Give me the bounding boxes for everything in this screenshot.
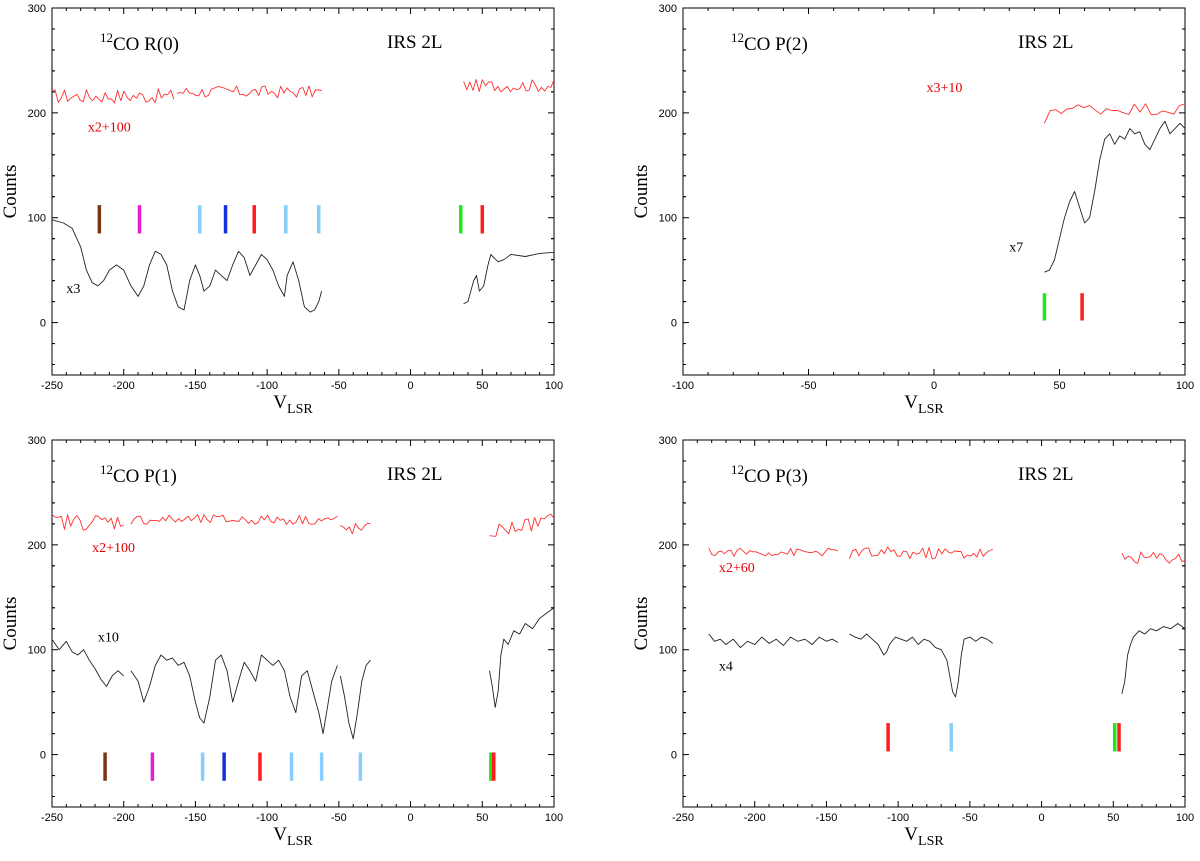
y-axis-label: Counts (0, 597, 21, 651)
y-tick-label: 300 (28, 3, 46, 15)
x-axis-label: VLSR (273, 824, 313, 849)
x-tick-label: -50 (801, 380, 817, 392)
panel-title: 12CO R(0) (100, 30, 179, 55)
x-tick-label: -250 (672, 812, 694, 824)
x-tick-label: 0 (931, 380, 937, 392)
panel-4: -250 -200 -150 -100 -50 0 50 100 0 100 200 300 Count… (631, 435, 1194, 849)
series-line-bottom (849, 633, 994, 698)
y-tick-label: 300 (659, 435, 677, 447)
x-tick-label: 50 (476, 380, 488, 392)
panel-2: -100 -50 0 50 100 0 100 200 300 Counts VLSR 12CO P(… (631, 3, 1194, 417)
series-line-bottom (489, 607, 555, 708)
x-tick-label: -250 (41, 380, 63, 392)
x-tick-label: -100 (672, 380, 694, 392)
series-line-bottom (51, 638, 125, 687)
y-tick-label: 300 (659, 3, 677, 15)
x-tick-label: 50 (1107, 812, 1119, 824)
series-line-bottom (708, 633, 839, 649)
y-tick-label: 0 (40, 750, 46, 762)
plot-frame (51, 439, 555, 808)
series-line-top (848, 546, 993, 560)
series-line-bottom (339, 659, 371, 740)
y-tick-label: 0 (40, 318, 46, 330)
bottom-series-label: x4 (719, 660, 733, 675)
plot-frame (682, 439, 1186, 808)
panel-3: -250 -200 -150 -100 -50 0 50 100 0 100 200 300 Count… (0, 435, 563, 849)
series-line-bottom (463, 251, 555, 305)
y-axis-label: Counts (0, 165, 21, 219)
y-tick-label: 300 (28, 435, 46, 447)
series-line-top (340, 522, 371, 535)
series-line-top (463, 79, 555, 93)
x-tick-label: 0 (408, 380, 414, 392)
y-tick-label: 100 (659, 213, 677, 225)
top-series-label: x2+100 (92, 541, 135, 556)
y-tick-label: 0 (671, 750, 677, 762)
x-tick-label: -150 (815, 812, 837, 824)
y-tick-label: 200 (28, 108, 46, 120)
series-line-bottom (51, 219, 323, 313)
x-tick-label: -100 (256, 380, 278, 392)
source-label: IRS 2L (387, 464, 442, 485)
x-tick-label: -50 (331, 812, 347, 824)
y-tick-label: 200 (659, 108, 677, 120)
panel-title: 12CO P(1) (100, 462, 177, 487)
x-tick-label: 50 (1053, 380, 1065, 392)
series-line-bottom (1044, 120, 1186, 273)
x-tick-label: 0 (1039, 812, 1045, 824)
series-line-top (489, 513, 555, 537)
y-tick-label: 100 (28, 213, 46, 225)
source-label: IRS 2L (387, 32, 442, 53)
x-tick-label: -100 (887, 812, 909, 824)
y-axis-label: Counts (631, 165, 652, 219)
y-axis-label: Counts (631, 597, 652, 651)
x-tick-label: -100 (256, 812, 278, 824)
series-line-top (708, 547, 839, 557)
series-line-top (1043, 103, 1186, 124)
series-line-top (51, 88, 175, 104)
x-tick-label: -50 (331, 380, 347, 392)
series-line-top (51, 514, 124, 531)
series-line-top (1121, 551, 1186, 564)
x-tick-label: -200 (744, 812, 766, 824)
y-tick-label: 100 (659, 645, 677, 657)
series-line-bottom (1121, 623, 1186, 694)
x-tick-label: 100 (545, 812, 563, 824)
top-series-label: x2+60 (719, 561, 755, 576)
x-tick-label: 100 (1176, 812, 1194, 824)
series-line-top (130, 514, 338, 525)
y-tick-label: 200 (659, 540, 677, 552)
series-line-bottom (130, 654, 338, 735)
x-tick-label: -250 (41, 812, 63, 824)
y-tick-label: 200 (28, 540, 46, 552)
x-tick-label: 0 (408, 812, 414, 824)
panel-title: 12CO P(2) (731, 30, 808, 55)
x-axis-label: VLSR (273, 392, 313, 417)
top-series-label: x3+10 (926, 81, 962, 96)
source-label: IRS 2L (1018, 32, 1073, 53)
x-tick-label: -150 (184, 380, 206, 392)
bottom-series-label: x7 (1009, 240, 1023, 255)
y-tick-label: 100 (28, 645, 46, 657)
top-series-label: x2+100 (88, 121, 131, 136)
x-tick-label: -50 (962, 812, 978, 824)
panel-1: -250 -200 -150 -100 -50 0 50 100 0 100 200 300 Count… (0, 3, 563, 417)
bottom-series-label: x3 (66, 282, 80, 297)
x-tick-label: 50 (476, 812, 488, 824)
plot-frame (51, 7, 555, 376)
x-axis-label: VLSR (904, 392, 944, 417)
x-axis-label: VLSR (904, 824, 944, 849)
y-tick-label: 0 (671, 318, 677, 330)
x-tick-label: -150 (184, 812, 206, 824)
x-tick-label: -200 (113, 812, 135, 824)
source-label: IRS 2L (1018, 464, 1073, 485)
x-tick-label: 100 (545, 380, 563, 392)
x-tick-label: 100 (1176, 380, 1194, 392)
panel-title: 12CO P(3) (731, 462, 808, 487)
bottom-series-label: x10 (98, 630, 119, 645)
plot-frame (682, 7, 1186, 376)
series-line-top (176, 85, 322, 99)
x-tick-label: -200 (113, 380, 135, 392)
